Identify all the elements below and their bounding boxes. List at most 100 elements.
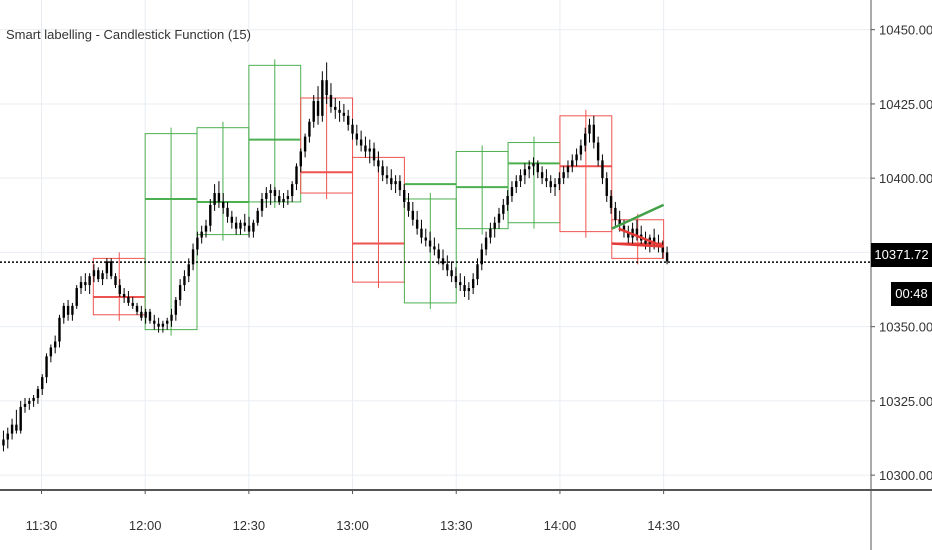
candle-body xyxy=(325,80,328,96)
candle-body xyxy=(463,285,466,292)
candle-body xyxy=(355,133,359,140)
candle-body xyxy=(329,95,333,107)
candle-body xyxy=(652,237,656,244)
candle-body xyxy=(515,181,518,188)
candle-body xyxy=(398,181,402,191)
candle-body xyxy=(178,285,182,300)
y-tick-label: 10425.00 xyxy=(879,97,932,112)
candle-body xyxy=(527,166,531,170)
candle-body xyxy=(665,252,669,262)
candle-body xyxy=(265,193,268,199)
candle-body xyxy=(635,228,639,235)
candle-body xyxy=(209,204,212,226)
candle-body xyxy=(644,240,647,244)
grid-lines xyxy=(0,0,871,490)
x-axis-ticks: 11:30 12:00 12:30 13:00 13:30 14:00 14:30 xyxy=(26,490,680,533)
candle-body xyxy=(282,198,285,202)
candle-body xyxy=(480,249,483,265)
candle-body xyxy=(519,175,522,182)
candle-body xyxy=(381,166,384,176)
candle-body xyxy=(334,106,337,110)
candle-body xyxy=(109,261,113,277)
candle-body xyxy=(545,178,548,182)
candle-body xyxy=(269,190,272,194)
trend-lines xyxy=(611,203,665,248)
candle-body xyxy=(579,145,583,155)
candle-body xyxy=(558,178,561,185)
candle-body xyxy=(53,341,57,348)
candle-body xyxy=(213,193,216,205)
candle-body xyxy=(493,222,496,229)
candle-body xyxy=(131,302,134,306)
candle-body xyxy=(41,377,44,390)
x-tick-label: 14:00 xyxy=(544,518,577,533)
candle-body xyxy=(377,160,380,167)
candle-body xyxy=(157,323,160,327)
candle-body xyxy=(346,115,350,125)
candle-body xyxy=(316,100,320,116)
candle-body xyxy=(15,424,18,431)
candle-body xyxy=(84,282,87,286)
candle-body xyxy=(153,320,156,324)
candle-body xyxy=(476,264,479,280)
candle-body xyxy=(506,196,509,205)
candle-body xyxy=(260,198,264,211)
candle-body xyxy=(226,207,229,217)
candle-body xyxy=(105,261,109,274)
candle-body xyxy=(243,222,246,226)
candle-body xyxy=(390,178,393,185)
candle-body xyxy=(66,305,70,315)
candle-body xyxy=(540,172,544,179)
candle-body xyxy=(75,288,78,306)
candle-body xyxy=(252,222,255,232)
candle-body xyxy=(166,320,169,324)
candle-body xyxy=(273,190,277,196)
y-tick-label: 10350.00 xyxy=(879,320,932,335)
candle-body xyxy=(338,109,341,113)
candle-body xyxy=(217,193,221,202)
candle-body xyxy=(446,264,449,271)
trend-line xyxy=(618,227,665,248)
candle-body xyxy=(523,169,527,176)
candle-body xyxy=(127,296,130,303)
candle-body xyxy=(114,276,117,286)
candle-body xyxy=(256,210,259,223)
candle-body xyxy=(32,397,35,401)
smart-label-boxes xyxy=(92,59,665,336)
candle-body xyxy=(161,323,165,327)
candle-body xyxy=(10,424,14,434)
candle-body xyxy=(174,299,178,315)
candle-body xyxy=(204,225,208,232)
candle-body xyxy=(441,258,445,265)
candle-body xyxy=(502,204,505,214)
candle-body xyxy=(415,219,419,229)
candle-body xyxy=(364,145,367,152)
candle-body xyxy=(588,124,591,134)
candle-body xyxy=(627,231,630,238)
candle-body xyxy=(170,314,173,321)
candle-body xyxy=(36,389,40,398)
candle-body xyxy=(196,237,199,250)
candle-body xyxy=(342,112,346,116)
x-tick-label: 13:30 xyxy=(440,518,473,533)
candle-body xyxy=(247,225,251,232)
candle-body xyxy=(92,270,96,277)
candle-body xyxy=(394,181,397,185)
candle-body xyxy=(230,216,234,223)
candle-body xyxy=(403,190,406,202)
y-tick-label: 10450.00 xyxy=(879,23,932,38)
candle-body xyxy=(622,225,626,232)
candle-body xyxy=(497,213,501,223)
y-tick-label: 10300.00 xyxy=(879,468,932,483)
candle-body xyxy=(88,276,91,286)
y-tick-label: 10400.00 xyxy=(879,171,932,186)
candle-body xyxy=(372,148,376,161)
x-tick-label: 12:00 xyxy=(129,518,162,533)
candle-body xyxy=(135,305,139,312)
candle-body xyxy=(321,80,324,116)
candle-body xyxy=(489,228,492,238)
candle-body xyxy=(23,403,27,407)
candle-body xyxy=(118,285,122,294)
candle-body xyxy=(592,124,596,143)
